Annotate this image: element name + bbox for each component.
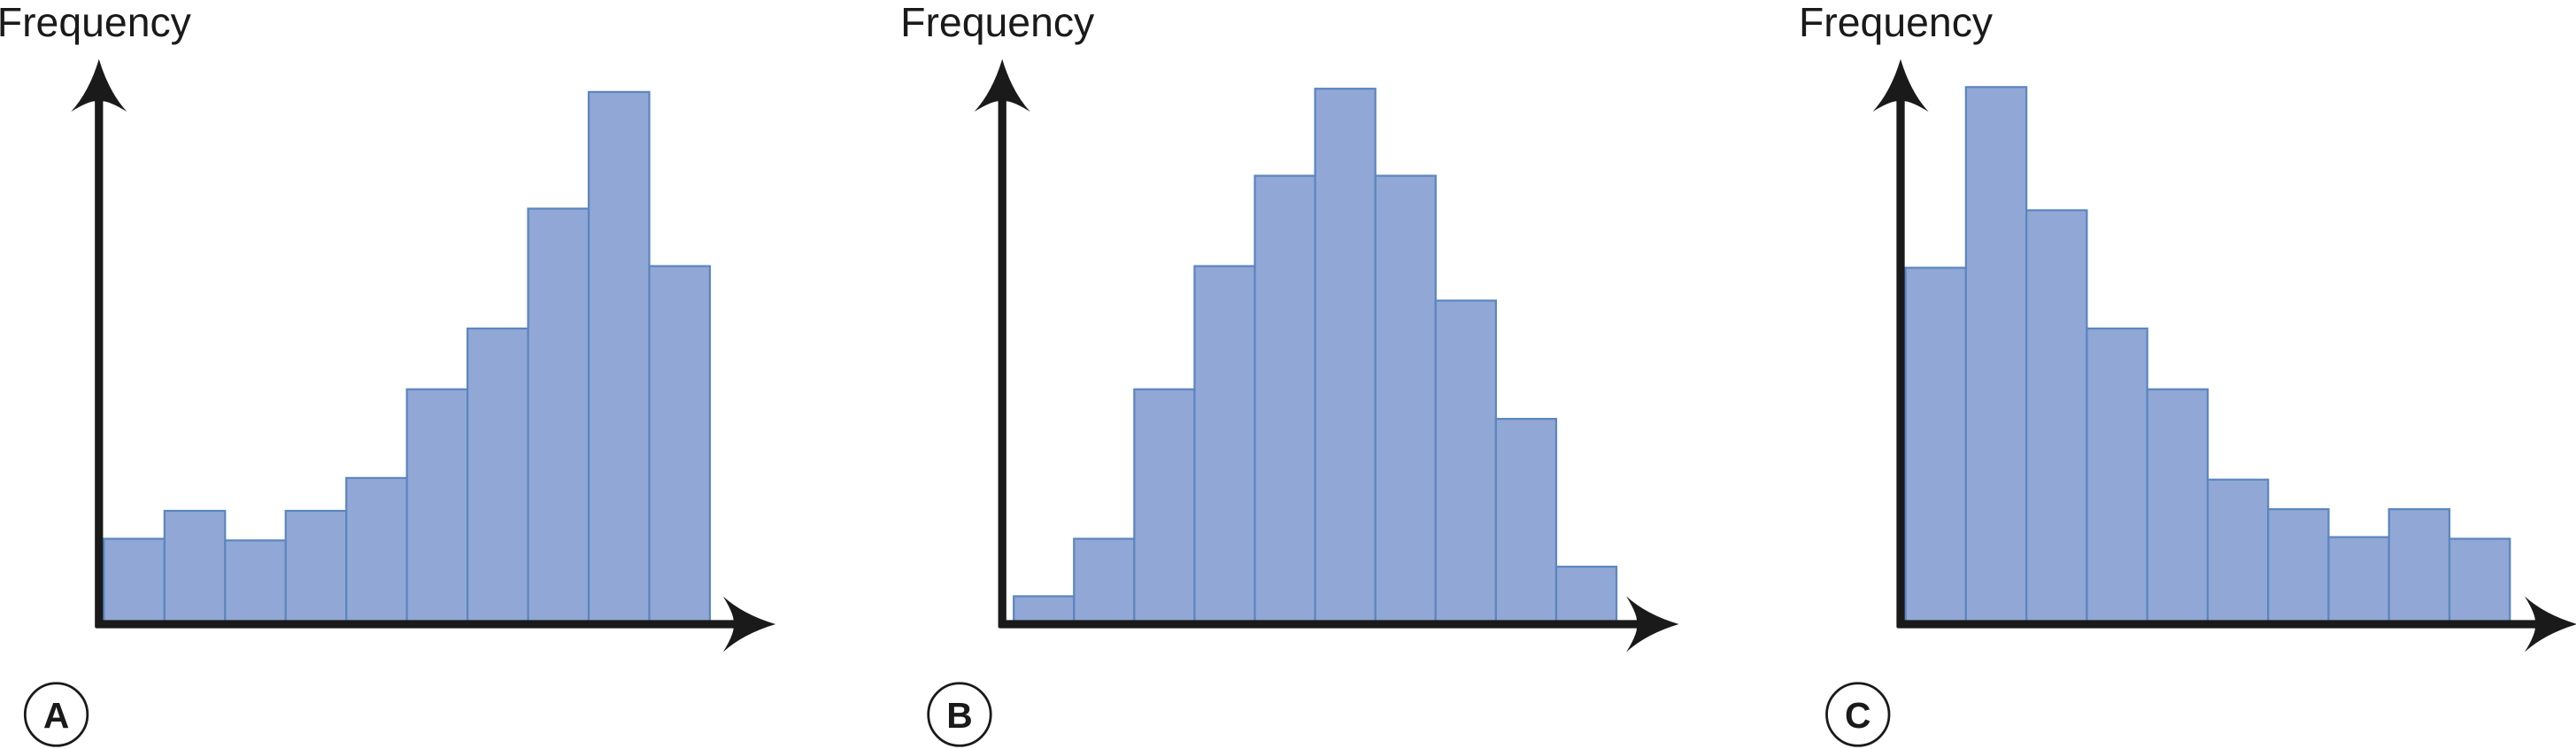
bar (2086, 327, 2148, 626)
bar (1314, 88, 1377, 626)
y-axis-label: Frequency (900, 0, 1095, 45)
bar (527, 207, 590, 626)
histogram-panel: Frequency C (1799, 0, 2576, 747)
bar (163, 509, 227, 626)
bar (1193, 265, 1256, 626)
y-axis-arrow (1872, 58, 1929, 112)
x-axis-arrow (2525, 596, 2576, 652)
bar (1374, 174, 1437, 626)
bar (1494, 417, 1558, 626)
bar (405, 388, 469, 626)
bar (648, 265, 712, 626)
bar (284, 509, 348, 626)
bar (466, 327, 529, 626)
bar (1554, 565, 1618, 626)
bar (2267, 508, 2330, 626)
y-axis-arrow (974, 58, 1030, 112)
panel-label-circle (23, 682, 89, 747)
panel-label-circle (1825, 682, 1891, 747)
bar (2448, 537, 2511, 626)
bar (1133, 388, 1196, 626)
bar (1253, 174, 1316, 626)
histogram-panel: Frequency A (0, 0, 776, 747)
panel-label: A (43, 695, 69, 736)
bar (2025, 209, 2088, 626)
x-axis-arrow (1626, 596, 1679, 652)
bar (103, 537, 166, 626)
bar (1013, 595, 1076, 626)
bar (1434, 299, 1497, 626)
bar (1964, 86, 2028, 626)
panel-label-circle (927, 682, 992, 747)
bar (1904, 266, 1967, 626)
bar (2206, 478, 2270, 626)
panel-label: B (946, 695, 972, 736)
y-axis-arrow (71, 58, 127, 112)
bar (2327, 536, 2390, 626)
y-axis-label: Frequency (0, 0, 192, 45)
bar (587, 90, 651, 626)
bar (345, 476, 408, 626)
x-axis-arrow (722, 596, 776, 652)
bar (1073, 537, 1136, 626)
bar (2387, 508, 2451, 626)
bar (2146, 388, 2210, 626)
panel-label: C (1845, 695, 1870, 736)
y-axis-label: Frequency (1799, 0, 1994, 45)
bar (224, 539, 287, 626)
histogram-panel: Frequency B (900, 0, 1679, 747)
